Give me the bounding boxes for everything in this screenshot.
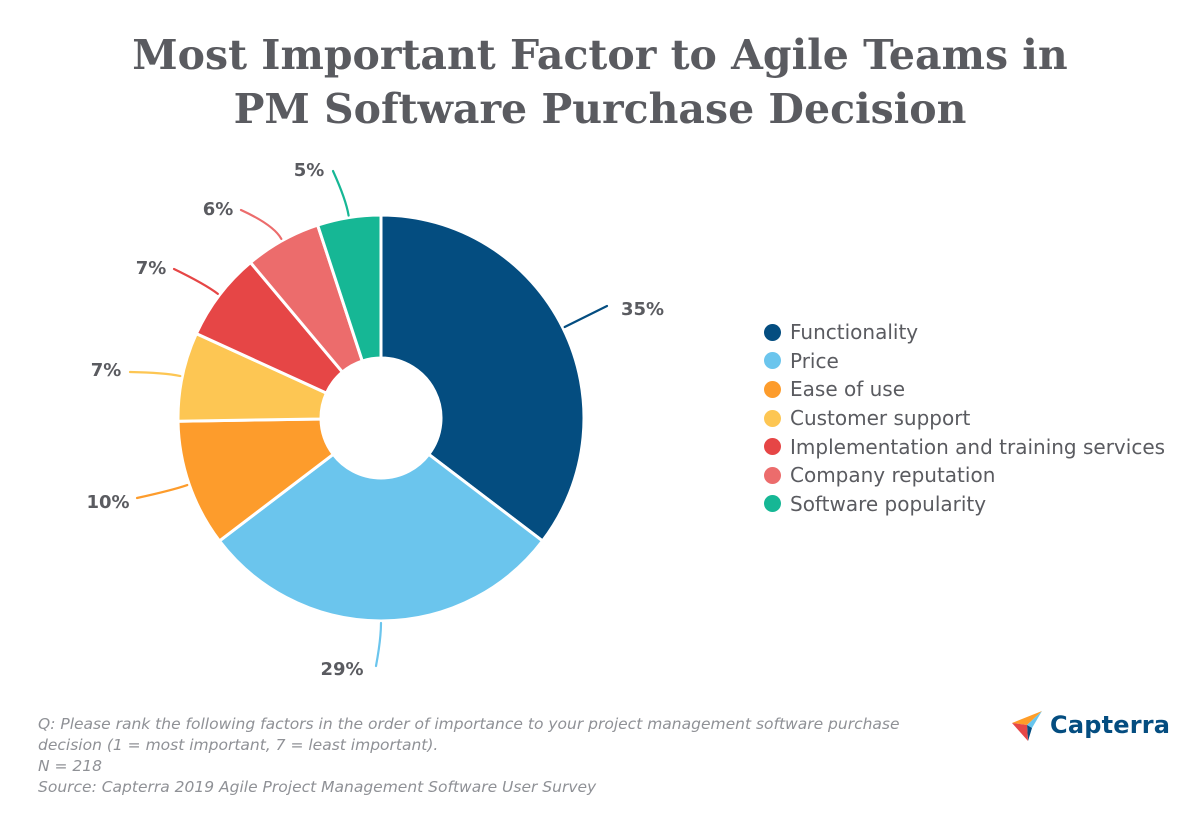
leader-line-company-reputation xyxy=(239,208,283,240)
leader-line-implementation-and-training-services xyxy=(172,267,219,295)
footnote-question-continued: decision (1 = most important, 7 = least … xyxy=(38,736,439,754)
data-label-software-popularity: 5% xyxy=(294,160,325,181)
legend-item-customer-support: Customer support xyxy=(764,404,1165,433)
legend-item-implementation-and-training-services: Implementation and training services xyxy=(764,432,1165,461)
legend-label: Functionality xyxy=(790,320,919,345)
data-label-customer-support: 7% xyxy=(91,360,122,381)
legend-label: Software popularity xyxy=(790,491,987,516)
capterra-arrow-icon xyxy=(1012,711,1042,741)
slice-software-popularity xyxy=(316,213,383,363)
legend-label: Customer support xyxy=(790,406,971,431)
chart-title-line-2: PM Software Purchase Decision xyxy=(233,85,967,133)
leader-lines xyxy=(128,169,609,668)
legend-item-ease-of-use: Ease of use xyxy=(764,375,1165,404)
leader-line-ease-of-use xyxy=(135,483,189,500)
chart-title: Most Important Factor to Agile Teams in … xyxy=(0,28,1200,136)
legend-swatch xyxy=(764,438,781,456)
legend-swatch xyxy=(764,380,781,398)
leader-line-functionality xyxy=(563,304,609,329)
legend-label: Ease of use xyxy=(790,377,906,402)
data-label-ease-of-use: 10% xyxy=(86,492,129,513)
footnote-question: Q: Please rank the following factors in … xyxy=(38,715,900,733)
legend-label: Price xyxy=(790,348,839,373)
slice-ease-of-use xyxy=(176,417,335,543)
slice-price xyxy=(217,452,545,623)
chart-title-line-1: Most Important Factor to Agile Teams in xyxy=(132,31,1068,79)
footnote-source: Source: Capterra 2019 Agile Project Mana… xyxy=(38,778,597,796)
capterra-logo: Capterra xyxy=(1010,708,1170,742)
legend-swatch xyxy=(764,466,781,484)
legend-label: Company reputation xyxy=(790,463,996,488)
footnote-sample-size: N = 218 xyxy=(38,757,103,775)
legend-swatch xyxy=(764,323,781,341)
data-label-price: 29% xyxy=(320,659,363,680)
leader-line-software-popularity xyxy=(331,169,350,217)
legend-item-company-reputation: Company reputation xyxy=(764,461,1165,490)
legend-swatch xyxy=(764,352,781,370)
data-label-functionality: 35% xyxy=(621,299,664,320)
capterra-wordmark: Capterra xyxy=(1050,711,1171,739)
donut-slices xyxy=(176,213,586,623)
legend-item-functionality: Functionality xyxy=(764,318,1165,347)
footnote: Q: Please rank the following factors in … xyxy=(38,714,938,798)
legend-swatch xyxy=(764,495,781,513)
legend-label: Implementation and training services xyxy=(790,434,1166,459)
slice-functionality xyxy=(379,213,586,543)
data-label-implementation-and-training-services: 7% xyxy=(136,258,167,279)
leader-line-price xyxy=(374,621,383,668)
legend-swatch xyxy=(764,409,781,427)
data-labels: 35% 29% 10% 7% 7% 6% 5% xyxy=(86,160,664,680)
leader-line-customer-support xyxy=(128,370,182,378)
chart-legend: Functionality Price Ease of use Customer su… xyxy=(764,318,1165,518)
legend-item-price: Price xyxy=(764,347,1165,376)
legend-item-software-popularity: Software popularity xyxy=(764,490,1165,519)
data-label-company-reputation: 6% xyxy=(203,199,234,220)
